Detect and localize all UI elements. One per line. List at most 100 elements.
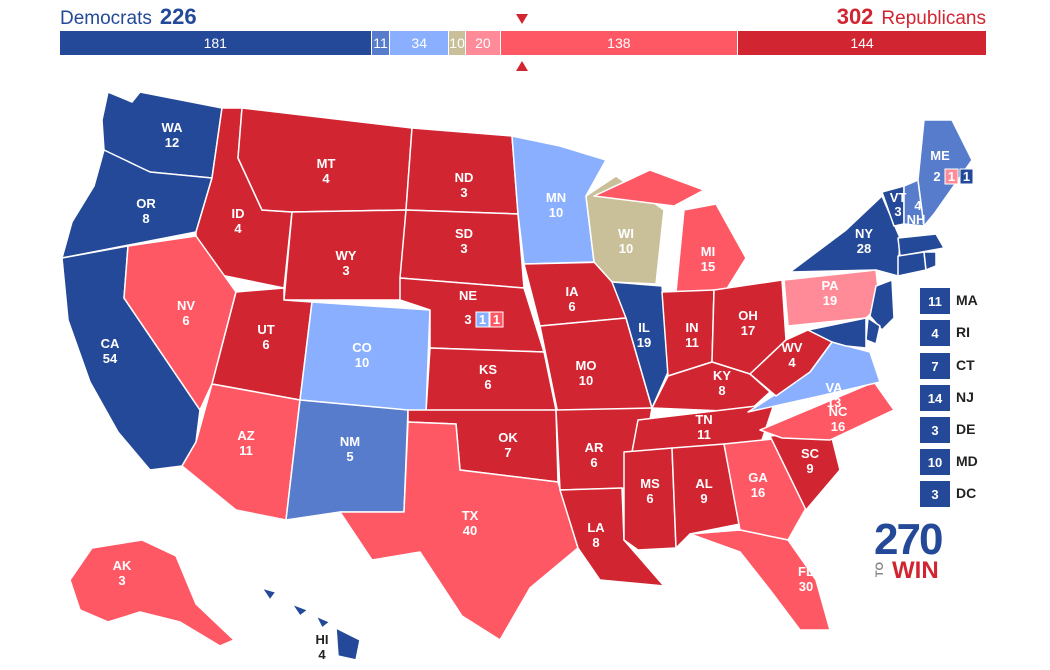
state-la[interactable] — [559, 487, 665, 587]
label-nv-ev: 6 — [182, 313, 189, 328]
side-abbr-ct: CT — [956, 357, 975, 373]
state-al[interactable] — [671, 443, 741, 549]
logo-win: WIN — [892, 557, 939, 584]
side-abbr-ma: MA — [956, 292, 978, 308]
label-va-ev: 13 — [827, 395, 841, 410]
label-az-abbr: AZ — [237, 428, 254, 443]
me-cd2-box[interactable] — [944, 168, 959, 185]
label-ga-abbr: GA — [748, 470, 768, 485]
label-wa-abbr: WA — [162, 120, 184, 135]
label-ar-abbr: AR — [585, 440, 604, 455]
side-ev-nj: 14 — [920, 385, 950, 411]
state-nc[interactable] — [759, 381, 895, 441]
side-ev-ma: 11 — [920, 288, 950, 314]
label-mi-ev: 15 — [701, 259, 715, 274]
bar-segment-likely-d: 11 — [371, 31, 391, 55]
side-abbr-de: DE — [956, 421, 976, 437]
side-state-ct[interactable]: 7 CT — [920, 353, 1010, 379]
label-wy-abbr: WY — [336, 248, 357, 263]
state-ms[interactable] — [623, 447, 677, 551]
logo-to: TO — [874, 562, 886, 578]
state-ri[interactable] — [923, 251, 937, 271]
label-or-ev: 8 — [142, 211, 149, 226]
ne-cd2-ev: 1 — [493, 312, 500, 327]
label-mn-ev: 10 — [549, 205, 563, 220]
side-state-ma[interactable]: 11 MA — [920, 288, 1010, 314]
side-state-de[interactable]: 3 DE — [920, 417, 1010, 443]
label-ut-ev: 6 — [262, 337, 269, 352]
state-hi[interactable] — [261, 587, 361, 661]
bar-segment-tossup: 10 — [448, 31, 467, 55]
side-state-md[interactable]: 10 MD — [920, 449, 1010, 475]
me-cd1-ev: 1 — [963, 169, 970, 184]
side-state-ri[interactable]: 4 RI — [920, 320, 1010, 346]
state-nj[interactable] — [869, 279, 895, 331]
label-tn-ev: 11 — [697, 427, 711, 442]
side-abbr-dc: DC — [956, 485, 977, 501]
label-hi-abbr: HI — [316, 632, 329, 647]
democrats-total: 226 — [159, 4, 197, 29]
label-pa-abbr: PA — [821, 278, 839, 293]
label-il-abbr: IL — [638, 320, 650, 335]
state-ny[interactable] — [789, 195, 901, 277]
label-ut-abbr: UT — [257, 322, 274, 337]
label-mo-abbr: MO — [576, 358, 597, 373]
side-abbr-nj: NJ — [956, 389, 974, 405]
me-cd1-box[interactable] — [959, 168, 974, 185]
ne-cd1-box[interactable] — [475, 311, 490, 328]
side-ev-de: 3 — [920, 417, 950, 443]
label-tx-ev: 40 — [463, 523, 477, 538]
label-ak-abbr: AK — [113, 558, 132, 573]
label-ar-ev: 6 — [590, 455, 597, 470]
state-or[interactable] — [61, 149, 213, 259]
ne-cd2-box[interactable] — [489, 311, 504, 328]
label-ny-abbr: NY — [855, 226, 873, 241]
label-wi-abbr: WI — [618, 226, 634, 241]
label-ky-abbr: KY — [713, 368, 731, 383]
label-wy-ev: 3 — [342, 263, 349, 278]
state-md[interactable] — [807, 317, 867, 349]
label-nc-abbr: NC — [829, 404, 848, 419]
label-sd-ev: 3 — [460, 241, 467, 256]
side-ev-md: 10 — [920, 449, 950, 475]
label-vt-ev: 3 — [894, 204, 901, 219]
label-nm-ev: 5 — [346, 449, 353, 464]
label-ks-abbr: KS — [479, 362, 497, 377]
state-il[interactable] — [611, 281, 669, 409]
label-mi-abbr: MI — [701, 244, 715, 259]
label-ms-abbr: MS — [640, 476, 660, 491]
side-state-nj[interactable]: 14 NJ — [920, 385, 1010, 411]
side-state-dc[interactable]: 3 DC — [920, 481, 1010, 507]
label-va-abbr: VA — [825, 380, 843, 395]
bar-segment-lean-d: 34 — [390, 31, 449, 55]
state-mi[interactable] — [593, 169, 747, 293]
state-fl[interactable] — [689, 529, 831, 631]
label-wi-ev: 10 — [619, 241, 633, 256]
label-mo-ev: 10 — [579, 373, 593, 388]
label-co-ev: 10 — [355, 355, 369, 370]
state-ak[interactable] — [69, 539, 235, 647]
label-co-abbr: CO — [352, 340, 372, 355]
republicans-total: 302 — [836, 4, 874, 29]
democrats-header: Democrats 226 — [60, 4, 197, 30]
majority-marker-bottom-icon — [516, 61, 528, 71]
bar-segment-lean-r: 20 — [466, 31, 501, 55]
label-nv-abbr: NV — [177, 298, 195, 313]
label-nd-ev: 3 — [460, 185, 467, 200]
democrats-label: Democrats — [60, 8, 152, 29]
label-nm-abbr: NM — [340, 434, 360, 449]
label-nh-ev: 4 — [914, 198, 922, 213]
label-al-abbr: AL — [695, 476, 712, 491]
label-ga-ev: 16 — [751, 485, 765, 500]
label-ky-ev: 8 — [718, 383, 725, 398]
label-sc-abbr: SC — [801, 446, 820, 461]
label-ca-ev: 54 — [103, 351, 118, 366]
state-ct[interactable] — [897, 251, 927, 277]
label-al-ev: 9 — [700, 491, 707, 506]
state-tx[interactable] — [339, 421, 579, 641]
state-ma[interactable] — [897, 233, 945, 257]
label-ne-abbr: NE — [459, 288, 477, 303]
label-ca-abbr: CA — [101, 336, 120, 351]
republicans-label: Republicans — [881, 8, 986, 29]
